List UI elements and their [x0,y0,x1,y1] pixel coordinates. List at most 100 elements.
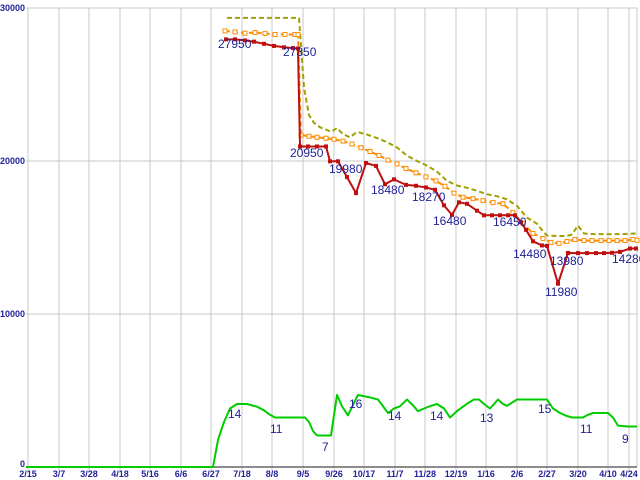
count-label-11: 11 [580,422,593,436]
marker-average-price [367,149,373,155]
marker-lowest-price [628,246,632,251]
marker-lowest-price [585,251,589,256]
marker-lowest-price [618,249,622,254]
marker-lowest-price [272,43,276,48]
marker-average-price [460,194,466,200]
x-axis-label-10-17: 10/17 [353,469,376,479]
marker-average-price [614,238,620,244]
marker-average-price [598,238,604,244]
y-axis-label-20000: 20000 [0,156,25,166]
marker-lowest-price [336,159,340,164]
marker-average-price [581,238,587,244]
y-axis-label-30000: 30000 [0,3,25,13]
series-average-price [224,29,638,245]
marker-lowest-price [315,144,319,149]
count-label-13: 13 [480,411,494,425]
marker-lowest-price [392,177,396,182]
price-label-14480: 14480 [513,247,547,261]
marker-lowest-price [262,41,266,46]
marker-lowest-price [576,251,580,256]
marker-average-price [548,239,554,245]
marker-lowest-price [610,250,614,255]
price-label-27950: 27950 [218,37,252,51]
marker-lowest-price [475,208,479,213]
marker-average-price [490,200,496,206]
marker-lowest-price [524,227,528,232]
marker-average-price [572,236,578,242]
marker-average-price [385,157,391,163]
marker-lowest-price [282,45,286,50]
marker-lowest-price [545,243,549,248]
marker-lowest-price [602,251,606,256]
marker-lowest-price [291,46,295,51]
marker-lowest-price [224,37,228,42]
marker-lowest-price [465,201,469,206]
x-axis-label-12-19: 12/19 [445,469,468,479]
marker-lowest-price [519,220,523,225]
price-label-18270: 18270 [412,190,446,204]
price-label-19980: 19980 [329,162,363,176]
y-axis-label-0: 0 [20,459,25,469]
marker-lowest-price [634,246,638,251]
marker-lowest-price [252,39,256,44]
marker-average-price [331,136,337,142]
marker-average-price [306,133,312,139]
marker-average-price [413,170,419,176]
x-axis-label-4-24: 4/24 [620,469,638,479]
x-axis-label-6-27: 6/27 [202,469,220,479]
marker-average-price [282,31,288,37]
marker-average-price [262,30,268,36]
marker-lowest-price [513,213,517,218]
price-label-18480: 18480 [371,183,405,197]
marker-lowest-price [540,243,544,248]
marker-average-price [589,238,595,244]
marker-average-price [630,236,636,242]
x-axis-label-2-6: 2/6 [511,469,524,479]
marker-lowest-price [482,213,486,218]
marker-lowest-price [243,38,247,43]
x-axis-label-3-7: 3/7 [53,469,66,479]
marker-average-price [314,134,320,140]
marker-lowest-price [374,163,378,168]
x-axis-label-11-28: 11/28 [414,469,436,479]
marker-average-price [376,152,382,158]
marker-average-price [442,183,448,189]
count-label-14: 14 [228,407,242,421]
marker-lowest-price [404,182,408,187]
marker-lowest-price [345,175,349,180]
marker-average-price [606,238,612,244]
price-label-27350: 27350 [283,45,317,59]
marker-average-price [480,198,486,204]
marker-lowest-price [531,239,535,244]
marker-average-price [358,145,364,151]
x-axis-label-5-16: 5/16 [141,469,159,479]
marker-average-price [564,238,570,244]
price-label-16480: 16480 [433,214,467,228]
marker-lowest-price [498,213,502,218]
marker-lowest-price [306,144,310,149]
marker-average-price [451,190,457,196]
count-label-7: 7 [322,440,329,454]
marker-lowest-price [298,144,302,149]
x-axis-label-3-20: 3/20 [569,469,587,479]
marker-average-price [349,141,355,147]
x-axis-label-9-26: 9/26 [325,469,343,479]
marker-average-price [252,29,258,35]
x-axis-label-2-15: 2/15 [19,469,37,479]
price-label-16450: 16450 [493,215,527,229]
marker-average-price [540,235,546,241]
marker-average-price [530,231,536,237]
marker-average-price [556,240,562,246]
x-axis-label-7-18: 7/18 [233,469,251,479]
marker-lowest-price [457,200,461,205]
marker-lowest-price [414,183,418,188]
series-store-count [26,394,637,468]
marker-lowest-price [433,187,437,192]
x-axis-label-4-18: 4/18 [111,469,129,479]
marker-lowest-price [354,191,358,196]
x-axis-label-1-16: 1/16 [477,469,495,479]
x-axis-label-4-10: 4/10 [599,469,617,479]
price-label-13980: 13980 [550,254,584,268]
count-label-9: 9 [622,432,629,446]
